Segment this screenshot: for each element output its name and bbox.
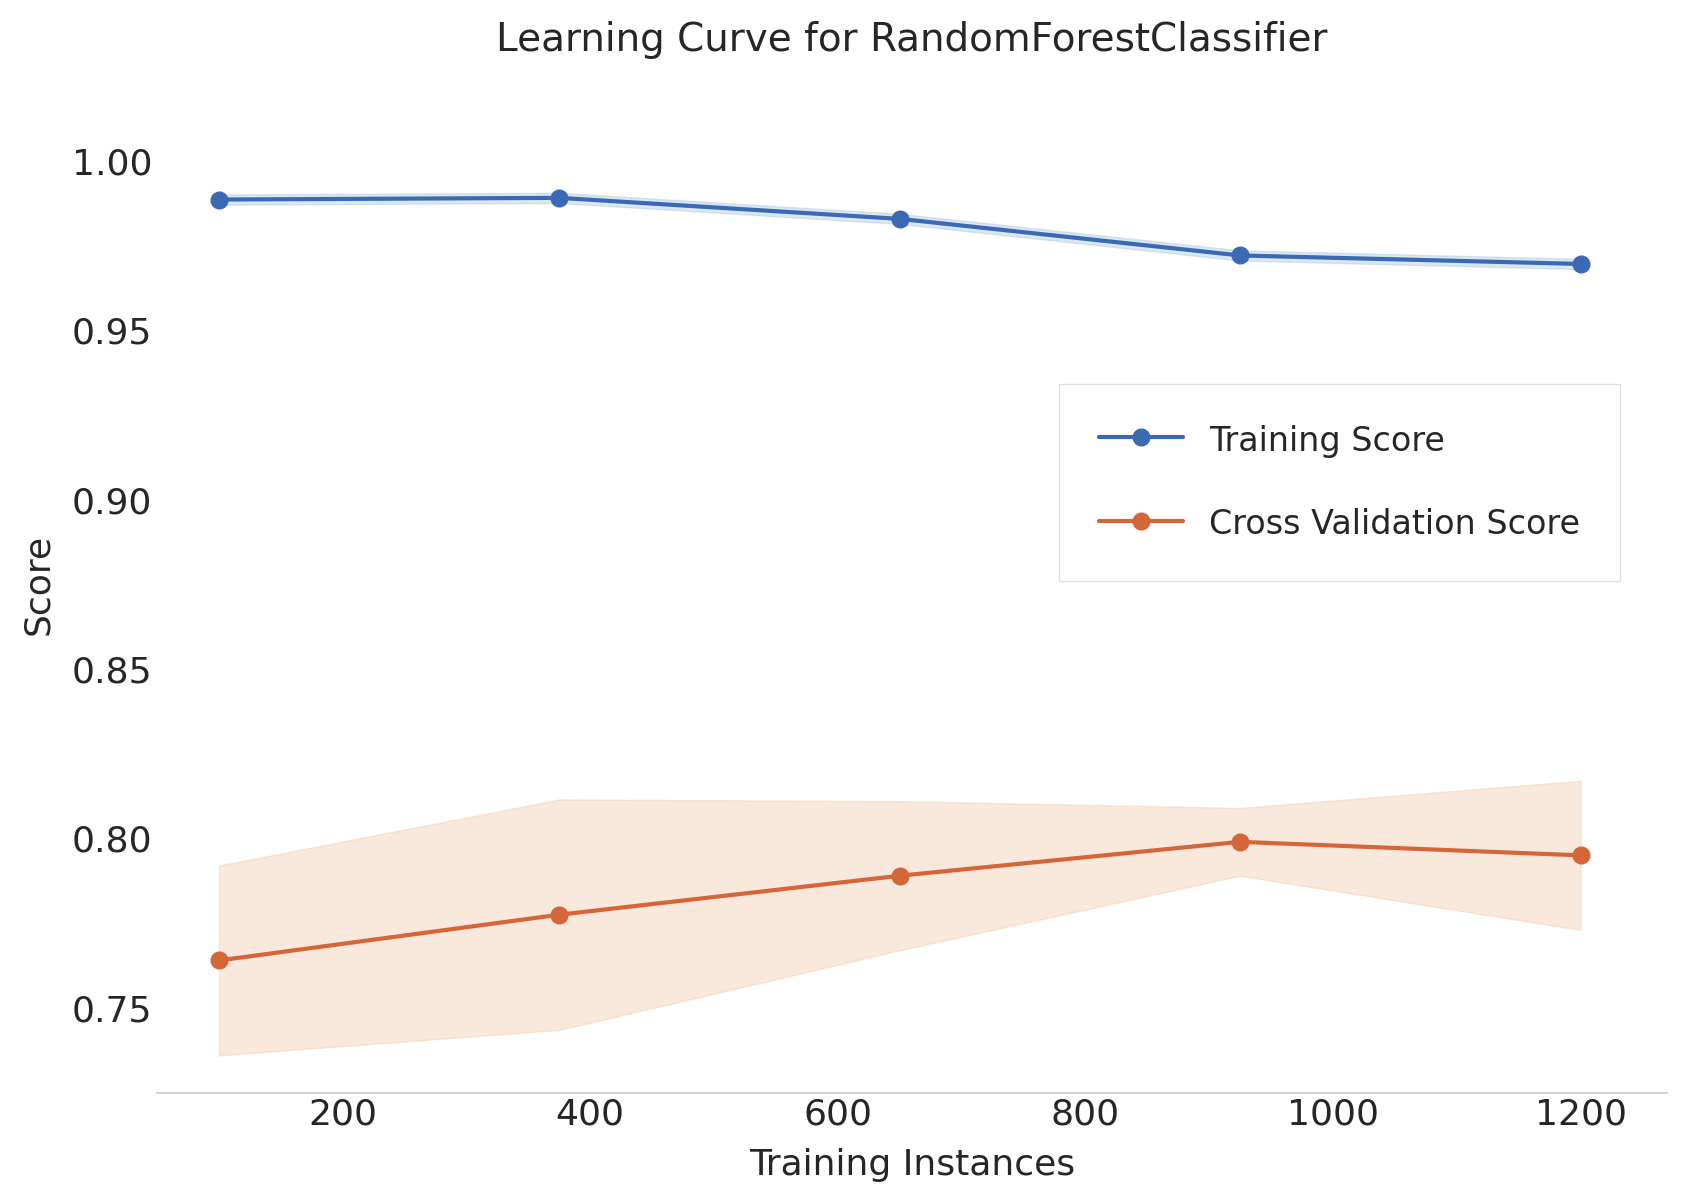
- X-axis label: Training Instances: Training Instances: [749, 1148, 1075, 1183]
- Training Score: [209, 192, 230, 207]
- Training Score: [1231, 248, 1251, 262]
- Training Score: [549, 190, 569, 205]
- Y-axis label: Score: Score: [20, 534, 54, 635]
- Line: Cross Validation Score: Cross Validation Score: [211, 834, 1588, 968]
- Line: Training Score: Training Score: [211, 190, 1588, 272]
- Cross Validation Score: [549, 907, 569, 921]
- Cross Validation Score: [209, 953, 230, 967]
- Cross Validation Score: [1231, 835, 1251, 849]
- Training Score: [1570, 256, 1590, 271]
- Cross Validation Score: [890, 869, 910, 883]
- Title: Learning Curve for RandomForestClassifier: Learning Curve for RandomForestClassifie…: [496, 20, 1328, 59]
- Training Score: [890, 212, 910, 226]
- Legend: Training Score, Cross Validation Score: Training Score, Cross Validation Score: [1060, 384, 1620, 581]
- Cross Validation Score: [1570, 848, 1590, 863]
